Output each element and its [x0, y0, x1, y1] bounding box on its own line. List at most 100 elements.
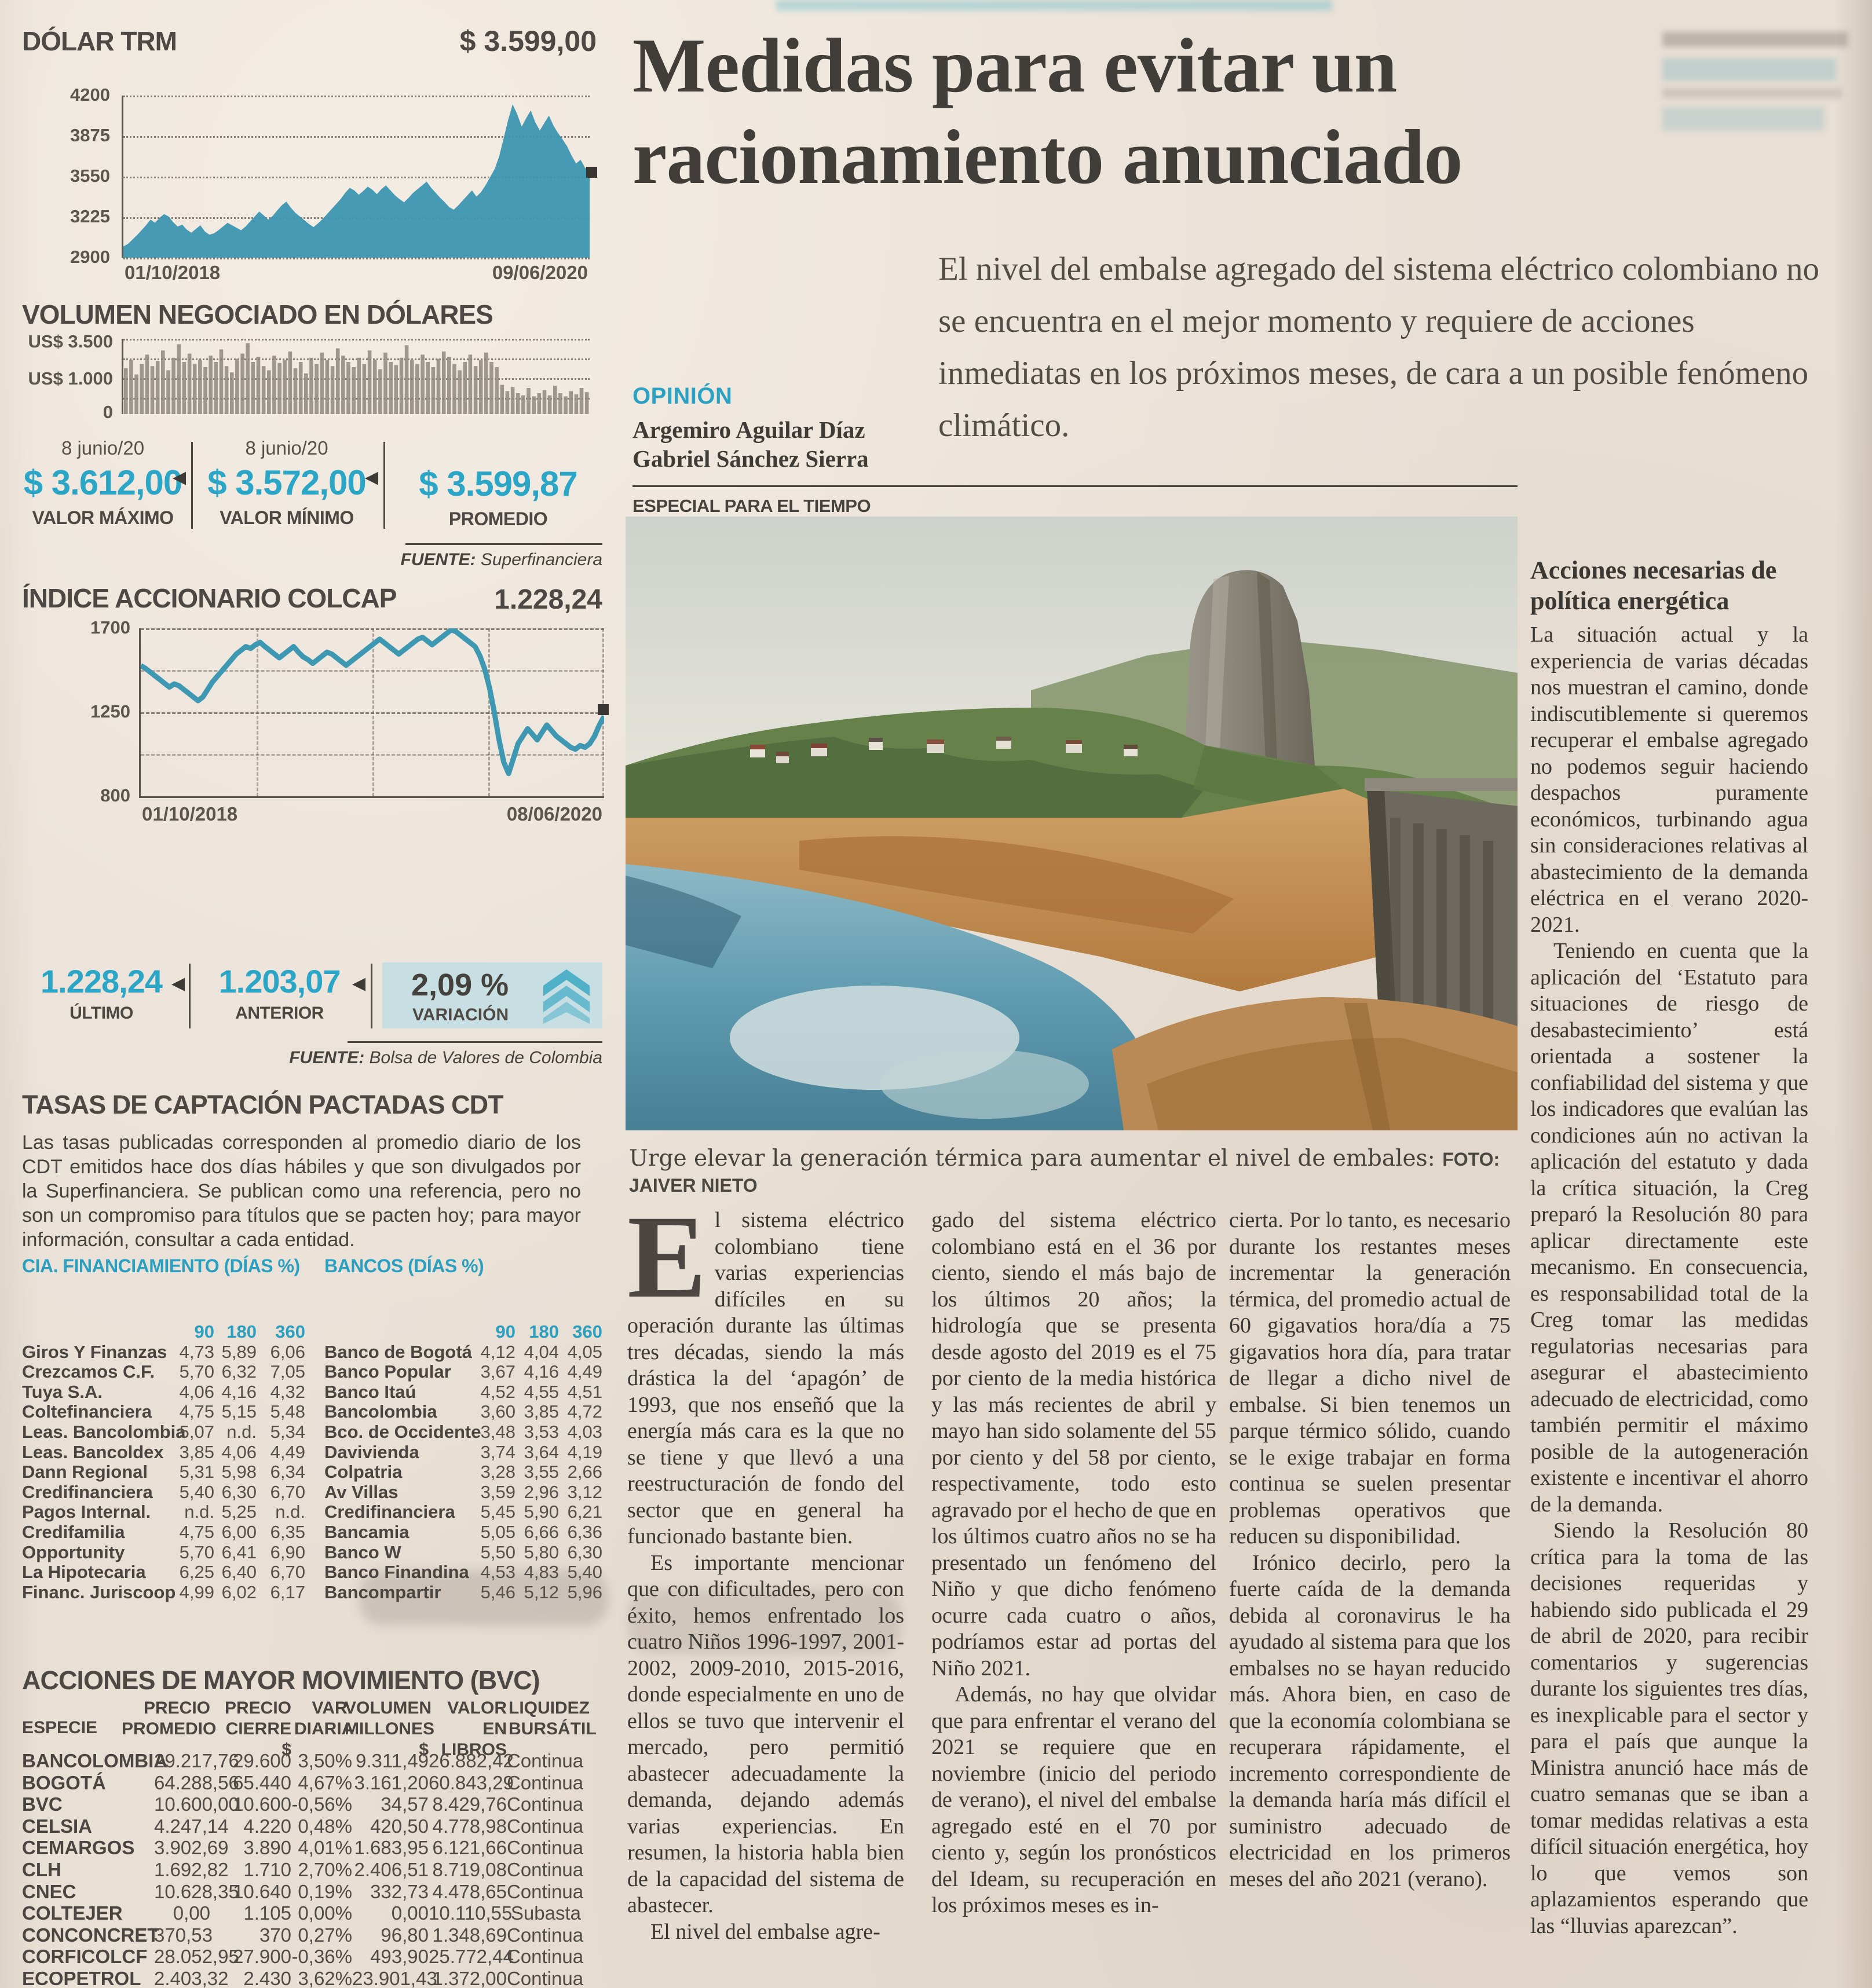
- table-row: Credifinanciera 5,45 5,90 6,21: [324, 1502, 602, 1522]
- table-row: COLTEJER 0,00 1.105 0,00% 0,00 10.110,55 Subas…: [22, 1902, 581, 1924]
- triangle-left-icon: ◀: [171, 974, 185, 993]
- table-row: CORFICOLCF 28.052,95 27.900 -0,36% 493,90 25.…: [22, 1946, 584, 1968]
- rate-value: 5,12: [524, 1581, 559, 1602]
- stat-date: 8 junio/20: [245, 437, 328, 459]
- tasas-right-header: BANCOS (DÍAS %): [324, 1255, 484, 1276]
- stock-value: 3.902,69: [154, 1837, 229, 1859]
- dolar-xtick-start: 01/10/2018: [125, 262, 221, 283]
- stock-value: 0,00: [173, 1902, 210, 1924]
- acciones-header: PRECIO CIERRE $: [224, 1698, 291, 1759]
- stock-value: 0,27%: [298, 1924, 352, 1946]
- stock-value: 25.772,44: [429, 1946, 514, 1968]
- rate-value: 4,04: [524, 1341, 559, 1362]
- rate-value: 6,70: [270, 1481, 305, 1502]
- body-paragraph: El nivel del embalse agre-: [650, 1919, 880, 1944]
- rate-value: 3,55: [524, 1462, 559, 1482]
- dolar-ytick: 2900: [70, 247, 110, 267]
- entity-name: Leas. Bancoldex: [22, 1441, 164, 1462]
- entity-name: Crezcamos C.F.: [22, 1361, 155, 1382]
- table-row: La Hipotecaria 6,25 6,40 6,70: [22, 1562, 306, 1582]
- rate-value: 5,90: [524, 1502, 559, 1522]
- rate-value: 5,05: [480, 1521, 515, 1542]
- stat-value: 2,09 %: [411, 968, 509, 1002]
- stock-value: 0,19%: [298, 1880, 352, 1902]
- rate-value: 6,30: [567, 1542, 602, 1562]
- article-lede: El nivel del embalse agregado del sistem…: [938, 251, 1820, 444]
- stat-anterior: 1.203,07 ANTERIOR: [197, 962, 362, 1023]
- stock-name: BANCOLOMBIA: [22, 1750, 168, 1771]
- stock-value: 0,00: [391, 1902, 429, 1924]
- fuente-rule: [348, 1041, 602, 1043]
- rate-value: 4,06: [179, 1381, 214, 1402]
- stock-value: 493,90: [370, 1946, 429, 1968]
- stock-value: Continua: [507, 1946, 584, 1968]
- table-row: Av Villas 3,59 2,96 3,12: [324, 1482, 602, 1502]
- rate-value: 6,32: [221, 1361, 257, 1382]
- stock-value: 3.161,20: [354, 1771, 429, 1793]
- rate-value: 4,99: [179, 1581, 214, 1602]
- ink-smudge: [628, 1590, 901, 1653]
- rate-value: 3,12: [567, 1481, 602, 1502]
- rate-value: 6,06: [270, 1341, 305, 1362]
- rate-value: 6,00: [221, 1521, 257, 1542]
- entity-name: Banco Popular: [324, 1361, 451, 1382]
- entity-name: Colpatria: [324, 1462, 403, 1482]
- colcap-xtick-start: 01/10/2018: [142, 803, 238, 825]
- rate-value: 6,66: [524, 1521, 559, 1542]
- stock-value: 4.478,65: [432, 1880, 507, 1902]
- stat-valor-maximo: 8 junio/20 $ 3.612,00 VALOR MÁXIMO: [20, 437, 185, 529]
- stock-value: Continua: [507, 1967, 584, 1988]
- body-paragraph: Teniendo en cuenta que la aplicación del…: [1530, 939, 1808, 1517]
- rate-value: 4,72: [567, 1401, 602, 1422]
- rate-table-header-row: 90 180 360: [324, 1321, 602, 1342]
- caption-text: Urge elevar la generación térmica para a…: [629, 1145, 1443, 1171]
- author-name: Argemiro Aguilar Díaz: [632, 416, 865, 443]
- rate-value: 5,07: [179, 1421, 214, 1442]
- table-row: Banco Finandina 4,53 4,83 5,40: [324, 1562, 602, 1582]
- stat-label: PROMEDIO: [448, 508, 548, 529]
- stock-value: Continua: [507, 1750, 584, 1771]
- stock-value: 420,50: [370, 1815, 429, 1837]
- rate-value: 4,32: [270, 1381, 305, 1402]
- stock-value: 64.288,56: [154, 1771, 239, 1793]
- entity-name: Giros Y Finanzas: [22, 1341, 167, 1362]
- photo-houses: [750, 737, 1138, 763]
- stock-value: Continua: [507, 1815, 584, 1837]
- body-paragraph: cierta. Por lo tanto, es necesario duran…: [1229, 1208, 1511, 1548]
- stock-value: 10.640: [233, 1880, 291, 1902]
- rate-value: 5,45: [480, 1502, 515, 1522]
- rate-value: 6,40: [221, 1562, 257, 1583]
- day-column-header: 90: [495, 1321, 515, 1342]
- table-row: Colpatria 3,28 3,55 2,66: [324, 1462, 602, 1482]
- fuente-superfinanciera: FUENTE: Superfinanciera: [348, 550, 602, 570]
- stat-value: $ 3.599,87: [419, 464, 578, 503]
- tasas-intro: Las tasas publicadas corresponden al pro…: [22, 1132, 581, 1251]
- stat-label: ÚLTIMO: [70, 1004, 133, 1023]
- rate-value: 5,98: [221, 1462, 257, 1482]
- rate-value: 4,06: [221, 1441, 257, 1462]
- stock-value: 96,80: [381, 1924, 429, 1946]
- colcap-xtick-end: 08/06/2020: [506, 803, 602, 825]
- entity-name: Tuya S.A.: [22, 1381, 103, 1402]
- rate-value: 4,51: [567, 1381, 602, 1402]
- rate-value: 4,49: [270, 1441, 305, 1462]
- body-paragraph: Irónico decirlo, pero la fuerte caída de…: [1229, 1550, 1511, 1891]
- table-row: Banco Itaú 4,52 4,55 4,51: [324, 1382, 602, 1402]
- acciones-header: VAR. DIARIA: [294, 1698, 354, 1738]
- dolar-xtick-end: 09/06/2020: [492, 262, 588, 283]
- rate-value: 5,48: [270, 1401, 305, 1422]
- fuente-bolsa: FUENTE: Bolsa de Valores de Colombia: [278, 1048, 602, 1068]
- table-row: BVC 10.600,00 10.600 -0,56% 34,57 8.429,76 Con…: [22, 1793, 583, 1815]
- fuente-prefix: FUENTE:: [289, 1048, 365, 1067]
- stock-value: 2.430: [243, 1967, 291, 1988]
- stat-date: 8 junio/20: [61, 437, 145, 459]
- day-column-header: 90: [194, 1321, 214, 1342]
- article-column-2: gado del sistema eléctrico colombiano es…: [931, 1207, 1216, 1988]
- stock-value: 4,01%: [298, 1837, 352, 1859]
- stock-value: 65.440: [233, 1771, 291, 1793]
- stock-value: 10.600: [233, 1793, 291, 1815]
- stock-value: 10.110,55: [429, 1902, 513, 1924]
- stock-value: 2.406,51: [354, 1858, 429, 1880]
- colcap-ytick: 800: [100, 785, 130, 806]
- stock-value: 23.901,43: [352, 1967, 437, 1988]
